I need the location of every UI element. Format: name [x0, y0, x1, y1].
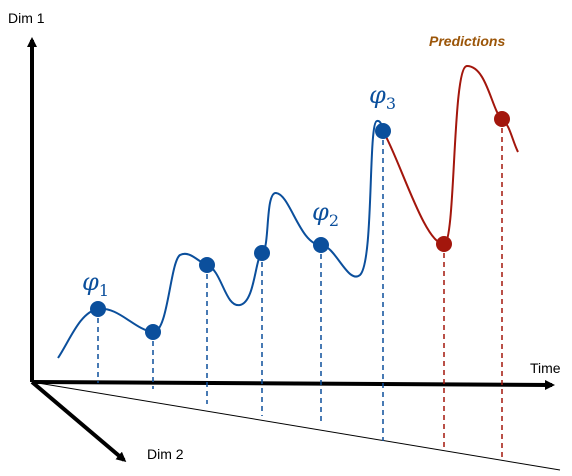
observed-point: [145, 324, 161, 340]
observed-projection-lines: [97, 131, 384, 441]
predicted-curve: [382, 64, 519, 246]
predicted-point: [436, 236, 452, 252]
perspective-line: [31, 381, 561, 471]
observed-curve: [57, 119, 384, 359]
phi-3-label: φ3: [369, 81, 396, 113]
phi-2-label: φ2: [312, 198, 339, 230]
observed-point: [375, 123, 391, 139]
dim1-axis-label: Dim 1: [8, 10, 45, 26]
predicted-point: [494, 111, 510, 127]
observed-points: [90, 123, 391, 340]
phi-1-label: φ1: [82, 268, 109, 300]
observed-point: [90, 301, 106, 317]
predictions-label: Predictions: [429, 33, 505, 49]
predicted-points: [436, 111, 510, 252]
time-axis-label: Time: [530, 360, 561, 376]
dim2-axis-label: Dim 2: [147, 446, 184, 462]
observed-point: [199, 257, 215, 273]
axes: [27, 37, 561, 471]
observed-point: [254, 245, 270, 261]
observed-point: [313, 237, 329, 253]
time-axis: [31, 379, 555, 390]
predicted-projection-lines: [443, 119, 503, 459]
dim2-axis: [30, 380, 127, 462]
